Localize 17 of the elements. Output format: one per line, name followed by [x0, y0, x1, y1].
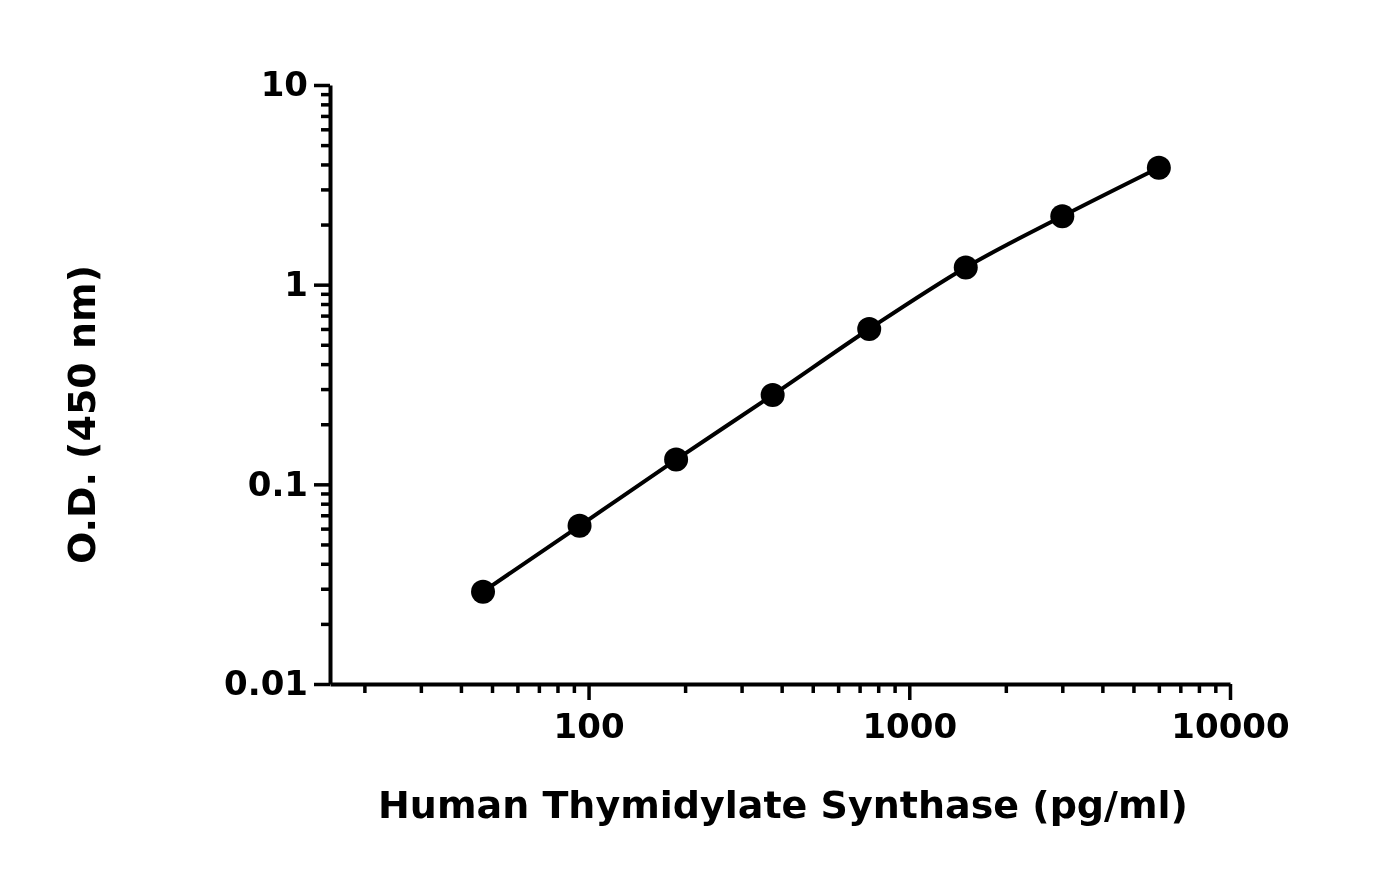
x-tick-label: 100 — [553, 706, 625, 747]
y-tick-label: 0.1 — [247, 463, 308, 504]
x-tick-label: 1000 — [862, 706, 958, 747]
point — [953, 255, 978, 280]
y-tick-label: 1 — [284, 264, 308, 305]
point — [857, 316, 882, 341]
point — [664, 447, 689, 472]
point — [760, 383, 785, 408]
y-tick-label: 10 — [260, 64, 308, 105]
point — [567, 513, 592, 538]
x-axis-title: Human Thymidylate Synthase (pg/ml) — [378, 783, 1188, 827]
y-tick-label: 0.01 — [224, 663, 308, 704]
point — [1146, 155, 1171, 180]
x-tick-label: 10000 — [1171, 706, 1290, 747]
point — [471, 579, 496, 604]
y-axis-title: O.D. (450 nm) — [60, 264, 104, 565]
point — [1050, 204, 1075, 229]
